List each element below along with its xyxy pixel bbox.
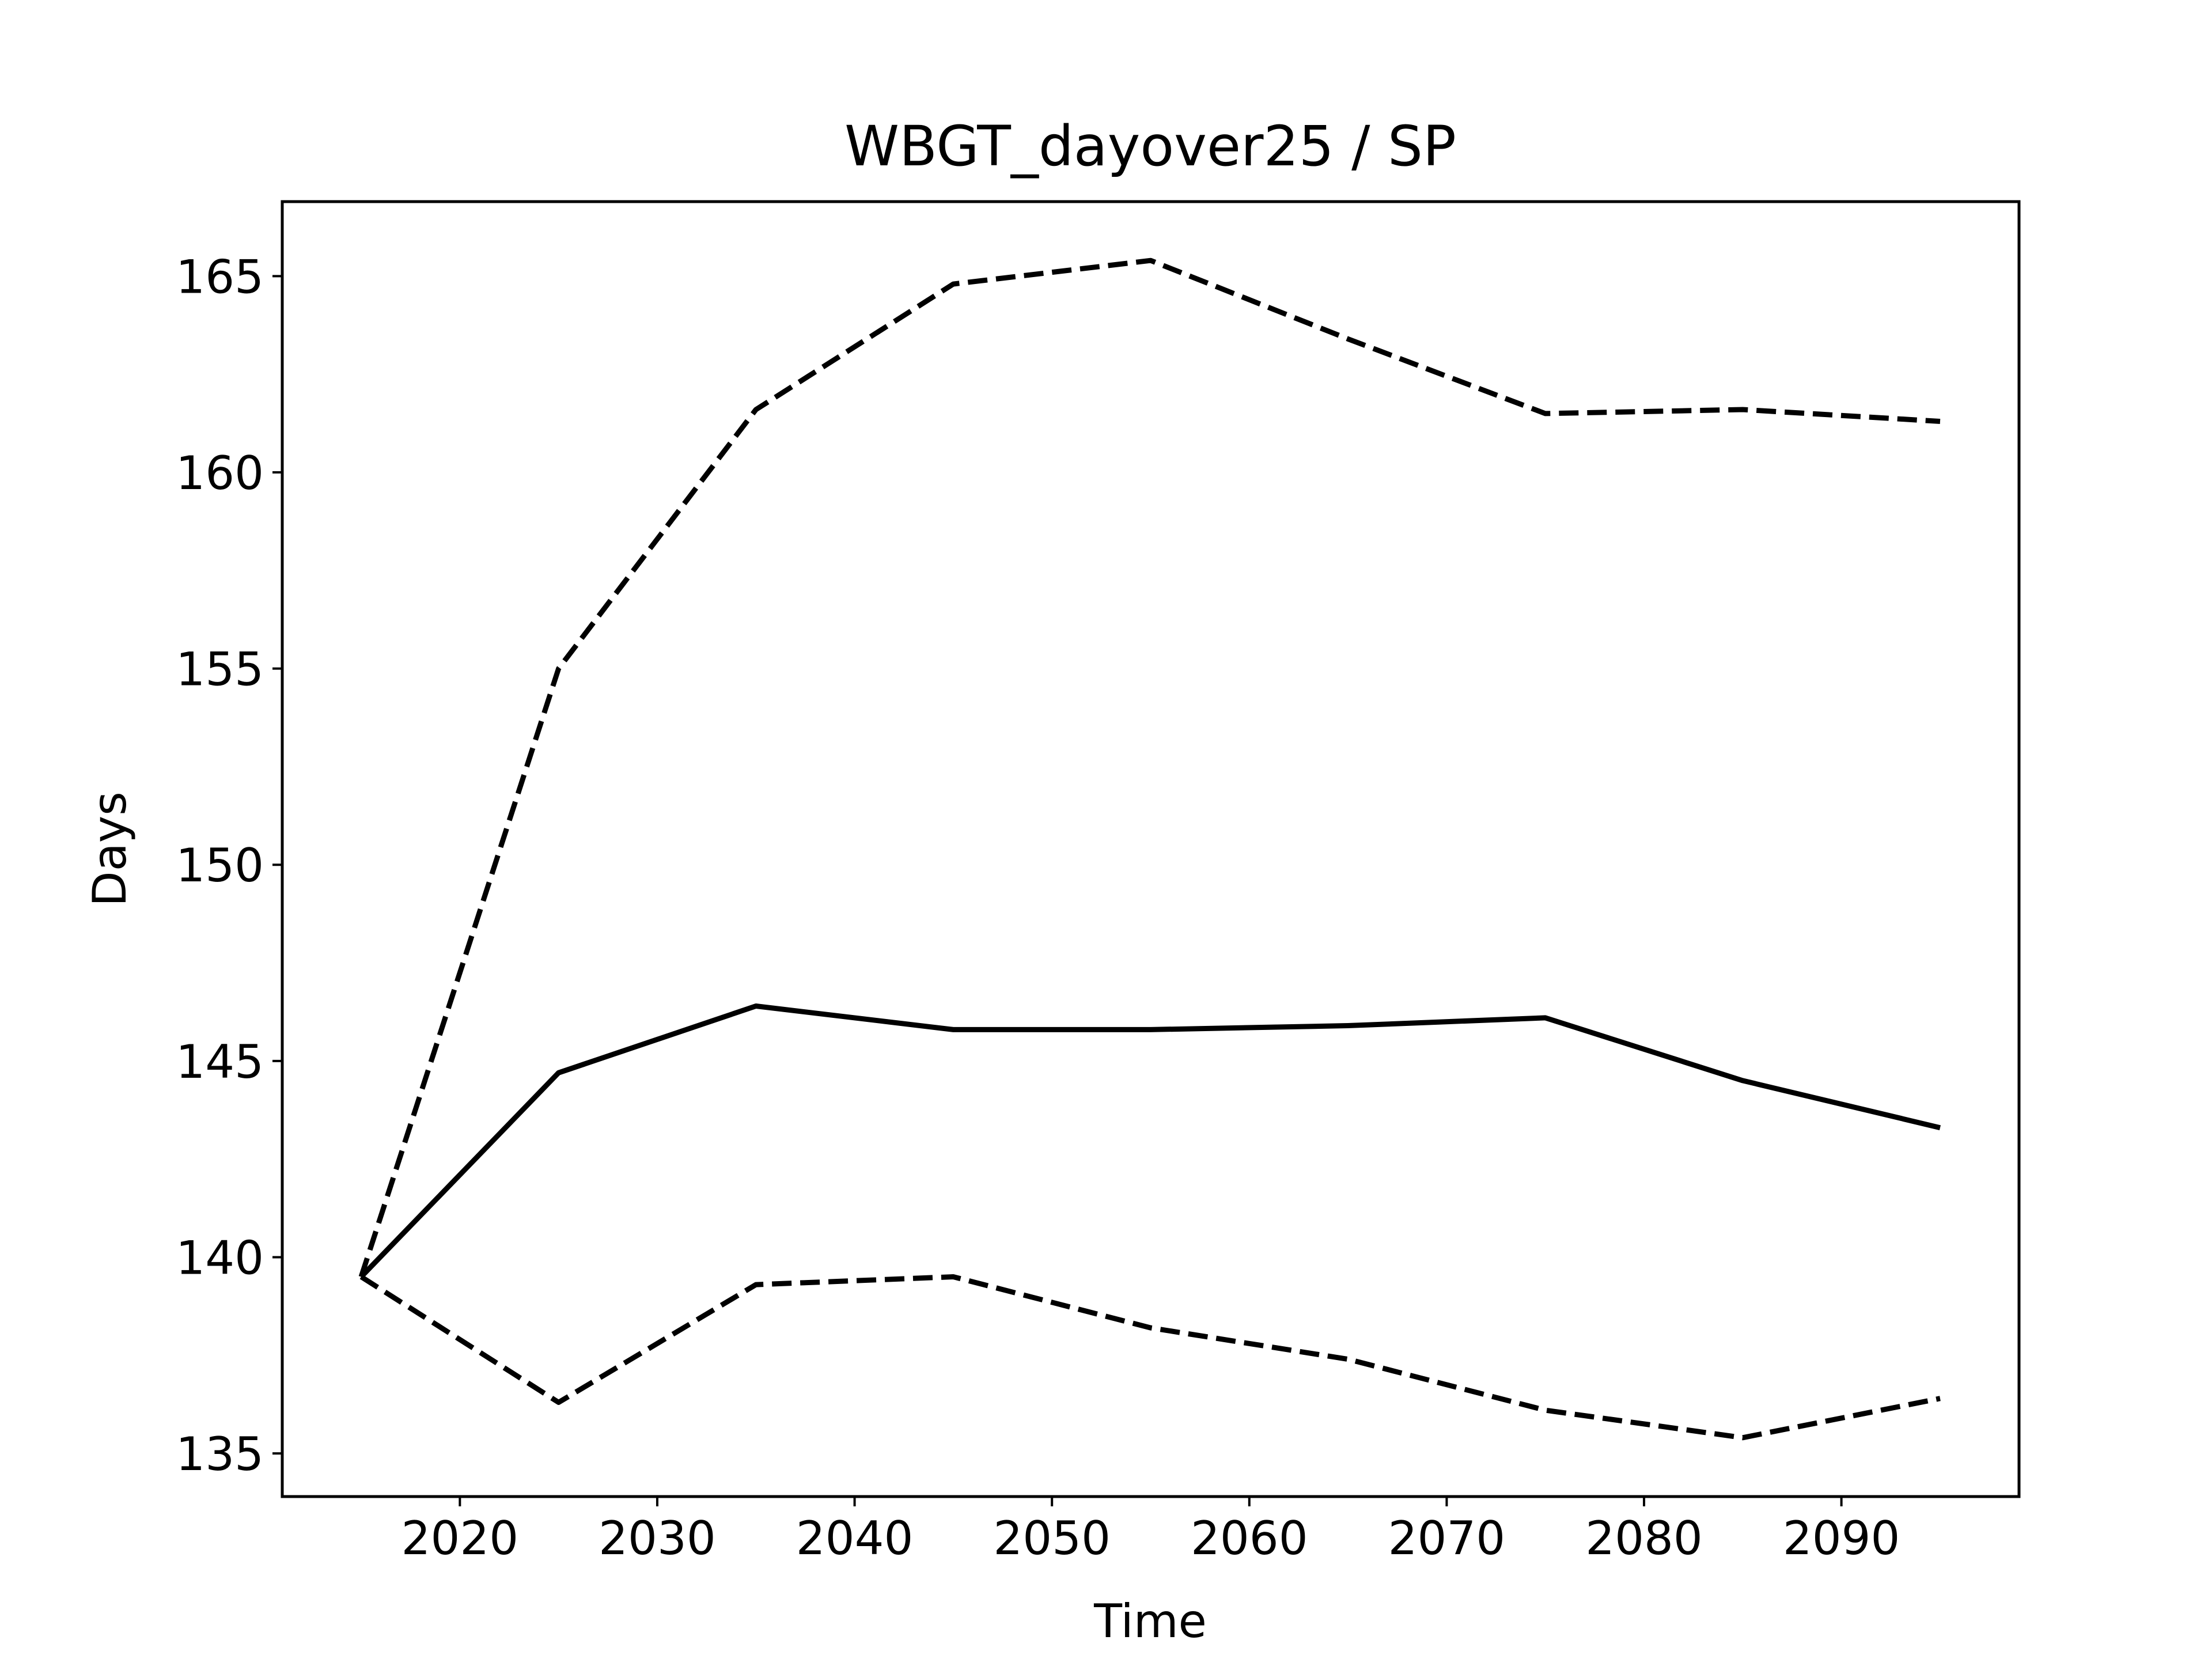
y-tick-label: 160 (176, 446, 264, 500)
y-tick-label: 140 (176, 1231, 264, 1285)
x-tick-label: 2050 (993, 1512, 1111, 1565)
x-tick-label: 2030 (599, 1512, 716, 1565)
y-tick-label: 150 (176, 839, 264, 892)
x-tick-label: 2020 (402, 1512, 519, 1565)
y-tick-label: 145 (176, 1035, 264, 1089)
series-line-3 (359, 1274, 1941, 1441)
plot-area (358, 257, 1941, 1441)
x-tick-label: 2080 (1585, 1512, 1703, 1565)
x-tick-label: 2060 (1191, 1512, 1308, 1565)
chart-title: WBGT_dayover25 / SP (844, 114, 1456, 179)
x-tick-label: 2040 (796, 1512, 914, 1565)
axes-frame (281, 200, 2021, 1498)
series-line-1 (358, 257, 1941, 1278)
y-axis-label: Days (83, 791, 137, 907)
y-tick-label: 165 (176, 250, 264, 304)
series-line-2 (359, 1003, 1941, 1279)
x-tick-label: 2070 (1388, 1512, 1506, 1565)
axis-ticks: 2020 2030 2040 2050 2060 2070 2080 2090 135 140 14… (176, 250, 1900, 1565)
y-tick-label: 135 (176, 1427, 264, 1481)
y-tick-label: 155 (176, 643, 264, 696)
x-axis-label: Time (1093, 1594, 1207, 1648)
x-tick-label: 2090 (1783, 1512, 1900, 1565)
